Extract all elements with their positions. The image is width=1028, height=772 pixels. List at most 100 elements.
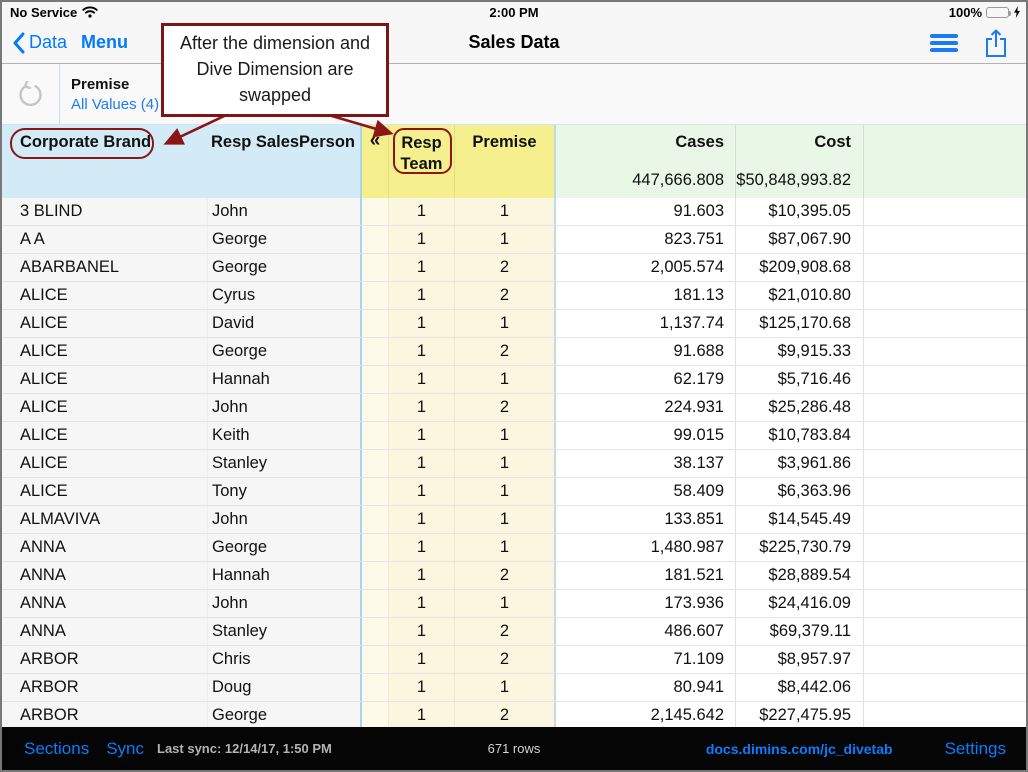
column-header-resp-team[interactable]: Resp Team (388, 125, 454, 198)
cell-premise: 1 (454, 198, 554, 225)
cell-cases: 62.179 (554, 366, 735, 393)
cell-cost: $6,363.96 (735, 478, 863, 505)
double-chevron-left-icon: « (369, 130, 381, 151)
filter-selection-label: All Values (4) (71, 95, 160, 113)
status-bar: No Service 2:00 PM 100% (2, 2, 1026, 22)
table-row[interactable]: ANNA John 1 1 173.936 $24,416.09 (2, 590, 1026, 618)
cell-resp-team: 1 (388, 478, 454, 505)
sync-button[interactable]: Sync (106, 738, 144, 758)
cell-filler (863, 618, 1026, 645)
cell-filler (863, 226, 1026, 253)
cell-cases: 486.607 (554, 618, 735, 645)
cell-resp-salesperson: John (207, 590, 360, 617)
cell-cases: 1,137.74 (554, 310, 735, 337)
cell-resp-salesperson: John (207, 394, 360, 421)
cell-collapse-spacer (360, 674, 388, 701)
table-row[interactable]: ANNA George 1 1 1,480.987 $225,730.79 (2, 534, 1026, 562)
cell-resp-team: 1 (388, 282, 454, 309)
cell-resp-salesperson: Hannah (207, 562, 360, 589)
cell-resp-salesperson: Keith (207, 422, 360, 449)
table-row[interactable]: ALICE Keith 1 1 99.015 $10,783.84 (2, 422, 1026, 450)
clock: 2:00 PM (489, 4, 539, 20)
cell-cost: $8,957.97 (735, 646, 863, 673)
cell-cost: $5,716.46 (735, 366, 863, 393)
table-row[interactable]: ALMAVIVA John 1 1 133.851 $14,545.49 (2, 506, 1026, 534)
cell-resp-salesperson: George (207, 534, 360, 561)
cell-resp-team: 1 (388, 534, 454, 561)
settings-button[interactable]: Settings (944, 738, 1006, 758)
back-button[interactable]: Data (12, 32, 67, 54)
charging-bolt-icon (1014, 6, 1020, 18)
cell-cost: $69,379.11 (735, 618, 863, 645)
cell-resp-salesperson: David (207, 310, 360, 337)
cell-cost: $28,889.54 (735, 562, 863, 589)
cell-cases: 133.851 (554, 506, 735, 533)
cell-collapse-spacer (360, 198, 388, 225)
cell-corporate-brand: ALICE (2, 422, 207, 449)
cell-resp-team: 1 (388, 310, 454, 337)
dimension-filter[interactable]: Premise All Values (4) (60, 76, 159, 113)
cell-resp-salesperson: George (207, 702, 360, 727)
sections-button[interactable]: Sections (24, 738, 90, 758)
column-header-cases[interactable]: Cases 447,666.808 (554, 125, 735, 198)
cell-cases: 38.137 (554, 450, 735, 477)
column-header-corporate-brand[interactable]: Corporate Brand (2, 125, 207, 198)
cell-cost: $9,915.33 (735, 338, 863, 365)
docs-link[interactable]: docs.dimins.com/jc_divetab (705, 740, 893, 757)
table-row[interactable]: ALICE Stanley 1 1 38.137 $3,961.86 (2, 450, 1026, 478)
table-row[interactable]: ALICE Hannah 1 1 62.179 $5,716.46 (2, 366, 1026, 394)
table-row[interactable]: ALICE George 1 2 91.688 $9,915.33 (2, 338, 1026, 366)
column-header-resp-salesperson[interactable]: Resp SalesPerson (207, 125, 360, 198)
table-row[interactable]: A A George 1 1 823.751 $87,067.90 (2, 226, 1026, 254)
cell-resp-salesperson: Stanley (207, 618, 360, 645)
circular-reset-arrow-icon[interactable] (17, 80, 44, 108)
table-row[interactable]: ARBOR George 1 2 2,145.642 $227,475.95 (2, 702, 1026, 727)
table-row[interactable]: ALICE John 1 2 224.931 $25,286.48 (2, 394, 1026, 422)
cell-cost: $21,010.80 (735, 282, 863, 309)
cell-cases: 823.751 (554, 226, 735, 253)
cell-resp-team: 1 (388, 702, 454, 727)
battery-icon (986, 6, 1011, 18)
table-row[interactable]: 3 BLIND John 1 1 91.603 $10,395.05 (2, 198, 1026, 226)
cell-collapse-spacer (360, 506, 388, 533)
menu-button[interactable]: Menu (81, 32, 129, 52)
cell-premise: 1 (454, 478, 554, 505)
table-row[interactable]: ALICE David 1 1 1,137.74 $125,170.68 (2, 310, 1026, 338)
cell-resp-team: 1 (388, 506, 454, 533)
cell-premise: 1 (454, 450, 554, 477)
table-row[interactable]: ALICE Cyrus 1 2 181.13 $21,010.80 (2, 282, 1026, 310)
table-body: 3 BLIND John 1 1 91.603 $10,395.05 A A G… (2, 198, 1026, 727)
cell-collapse-spacer (360, 478, 388, 505)
cell-filler (863, 310, 1026, 337)
cell-collapse-spacer (360, 338, 388, 365)
cell-resp-team: 1 (388, 394, 454, 421)
table-header: Corporate Brand Resp SalesPerson « Resp … (2, 124, 1026, 198)
cell-resp-team: 1 (388, 618, 454, 645)
table-row[interactable]: ANNA Stanley 1 2 486.607 $69,379.11 (2, 618, 1026, 646)
cell-cost: $10,783.84 (735, 422, 863, 449)
cell-corporate-brand: ANNA (2, 590, 207, 617)
cell-corporate-brand: ARBOR (2, 674, 207, 701)
table-row[interactable]: ABARBANEL George 1 2 2,005.574 $209,908.… (2, 254, 1026, 282)
share-icon[interactable] (984, 28, 1008, 58)
cell-collapse-spacer (360, 254, 388, 281)
cell-filler (863, 422, 1026, 449)
column-header-filler (863, 125, 1026, 198)
cell-premise: 2 (454, 562, 554, 589)
table-row[interactable]: ARBOR Chris 1 2 71.109 $8,957.97 (2, 646, 1026, 674)
collapse-columns-button[interactable]: « (360, 125, 388, 198)
cell-collapse-spacer (360, 394, 388, 421)
cell-collapse-spacer (360, 422, 388, 449)
table-row[interactable]: ANNA Hannah 1 2 181.521 $28,889.54 (2, 562, 1026, 590)
column-header-premise[interactable]: Premise (454, 125, 554, 198)
cell-filler (863, 198, 1026, 225)
cell-filler (863, 478, 1026, 505)
table-row[interactable]: ALICE Tony 1 1 58.409 $6,363.96 (2, 478, 1026, 506)
cell-filler (863, 282, 1026, 309)
cell-corporate-brand: ARBOR (2, 702, 207, 727)
hamburger-menu-icon[interactable] (930, 33, 958, 52)
table-row[interactable]: ARBOR Doug 1 1 80.941 $8,442.06 (2, 674, 1026, 702)
cell-cases: 99.015 (554, 422, 735, 449)
cell-corporate-brand: ALICE (2, 478, 207, 505)
column-header-cost[interactable]: Cost $50,848,993.82 (735, 125, 863, 198)
